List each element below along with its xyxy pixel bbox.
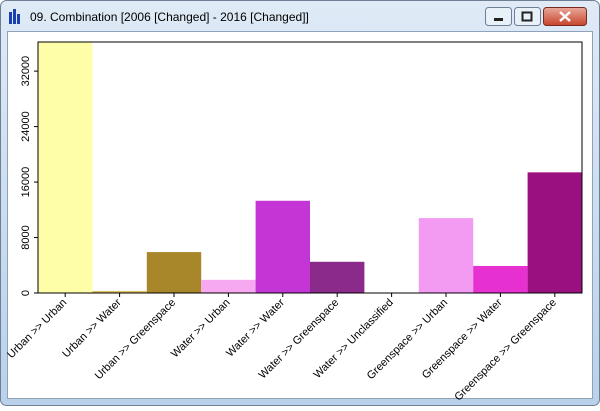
y-tick-label: 32000 xyxy=(20,56,32,87)
close-icon xyxy=(559,11,571,22)
maximize-icon xyxy=(521,11,533,22)
bar xyxy=(473,265,528,293)
minimize-button[interactable] xyxy=(485,7,512,26)
y-tick-label: 24000 xyxy=(20,111,32,142)
bar xyxy=(201,279,256,293)
bar xyxy=(310,261,365,293)
plot-frame xyxy=(37,41,583,294)
y-tick-label: 8000 xyxy=(20,225,32,249)
y-tick-label: 16000 xyxy=(20,167,32,198)
bar xyxy=(146,252,202,293)
bar xyxy=(527,172,582,293)
y-tick-label: 0 xyxy=(20,290,32,296)
minimize-icon xyxy=(494,18,503,21)
bar xyxy=(38,42,93,293)
bar xyxy=(255,200,310,293)
bar xyxy=(92,290,147,293)
maximize-button[interactable] xyxy=(514,7,541,26)
app-icon xyxy=(9,9,20,24)
bar xyxy=(418,218,474,293)
window-title: 09. Combination [2006 [Changed] - 2016 [… xyxy=(30,10,309,24)
